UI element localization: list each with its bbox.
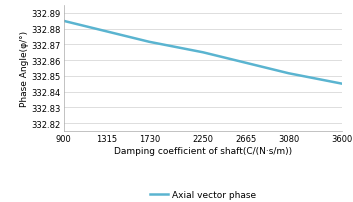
Axial vector phase [287, 73, 291, 75]
X-axis label: Damping coefficient of shaft(C/(N·s/m)): Damping coefficient of shaft(C/(N·s/m)) [114, 146, 292, 155]
Axial vector phase [340, 83, 345, 85]
Line: Axial vector phase: Axial vector phase [64, 22, 342, 84]
Axial vector phase [61, 21, 66, 23]
Axial vector phase [244, 62, 248, 65]
Axial vector phase [104, 31, 108, 33]
Axial vector phase [201, 52, 205, 54]
Axial vector phase [147, 41, 151, 44]
Y-axis label: Phase Angle(φ/°): Phase Angle(φ/°) [20, 31, 29, 107]
Legend: Axial vector phase: Axial vector phase [150, 190, 256, 199]
